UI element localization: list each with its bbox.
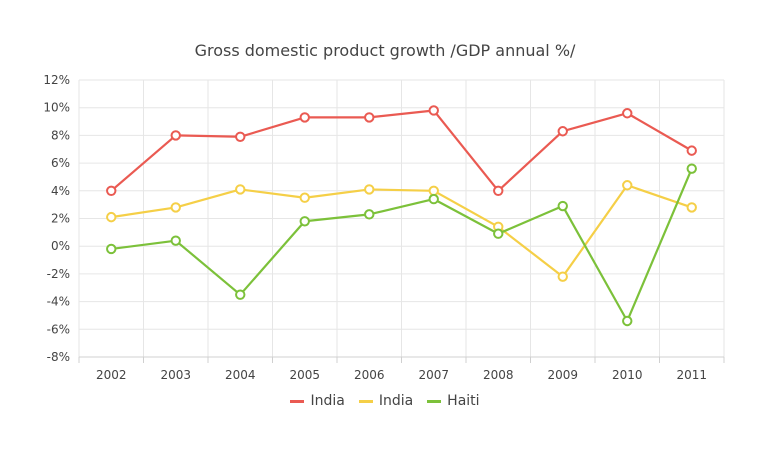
y-tick-label: 0% [51,239,70,253]
y-tick-label: 10% [43,101,70,115]
data-point-2 [170,235,181,246]
data-point-2 [106,243,117,255]
x-tick-label: 2005 [289,368,320,382]
data-point-2 [622,315,633,327]
series-points [106,105,697,327]
series-lines [110,109,693,323]
legend-swatch-0 [290,399,305,403]
y-tick-label: 2% [51,212,70,226]
data-point-1 [557,271,568,282]
legend-item-2[interactable]: Haiti [427,393,480,409]
y-tick-label: -2% [47,267,70,281]
data-point-0 [686,145,697,156]
data-point-0 [428,105,439,116]
y-tick-label: -4% [47,295,70,309]
y-tick-label: 4% [51,184,70,198]
data-point-2 [299,216,310,227]
data-point-1 [364,184,375,195]
data-point-1 [428,185,439,197]
legend-label-0: India [310,393,345,409]
series-line-1 [111,184,693,278]
legend-label-2: Haiti [447,393,480,409]
data-point-1 [686,202,697,213]
x-tick-label: 2003 [160,368,191,382]
grid-lines [78,79,725,358]
x-tick-label: 2004 [225,368,256,382]
data-point-0 [299,112,310,123]
legend-swatch-2 [427,399,442,403]
data-point-1 [622,180,633,191]
series-line-2 [111,168,693,323]
data-point-1 [106,211,117,223]
x-tick-label: 2007 [418,368,449,382]
y-tick-label: 6% [51,156,70,170]
data-point-0 [106,185,117,197]
data-point-0 [557,126,568,137]
x-tick-label: 2011 [676,368,707,382]
legend-label-1: India [378,393,414,409]
y-tick-label: -6% [47,322,70,336]
x-tick-label: 2002 [96,368,127,382]
data-point-2 [686,163,697,174]
y-tick-label: -8% [47,350,70,364]
data-point-0 [170,130,181,141]
data-point-2 [235,289,246,300]
data-point-1 [170,202,181,213]
series-line-0 [110,109,693,192]
x-tick-label: 2009 [547,368,578,382]
data-point-0 [493,185,504,197]
data-point-0 [235,131,246,142]
data-point-2 [557,200,568,212]
data-point-0 [622,108,633,119]
data-point-0 [364,112,375,123]
data-point-1 [299,192,310,203]
y-tick-label: 12% [43,73,70,87]
x-tick-label: 2006 [354,368,385,382]
data-point-1 [235,184,246,195]
legend-item-0[interactable]: India [290,393,345,409]
x-tick-label: 2008 [483,368,514,382]
chart-title: Gross domestic product growth /GDP annua… [194,41,576,60]
y-axis: 12% 10% 8% 6% 4% 2% 0% -2% -4% -6% -8% [43,73,70,364]
x-axis: 2002 2003 2004 2005 2006 2007 2008 2009 2010 2011 [78,356,725,382]
legend-item-1[interactable]: India [358,393,414,409]
data-point-2 [428,193,439,205]
legend: India India Haiti [0,393,770,409]
legend-swatch-1 [358,399,373,403]
y-tick-label: 8% [51,128,70,142]
x-tick-label: 2010 [612,368,643,382]
data-point-2 [493,228,504,239]
data-point-2 [364,209,375,220]
